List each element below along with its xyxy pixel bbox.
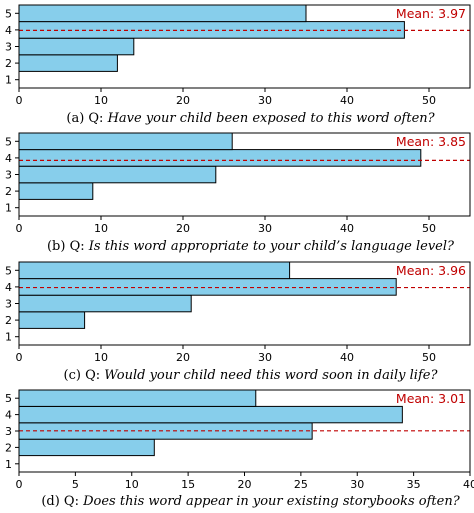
y-tick-label: 4 [5,409,12,422]
x-tick-label: 10 [94,94,108,107]
mean-label: Mean: 3.01 [396,391,466,406]
panel-caption: (c) Q: Would your child need this word s… [64,368,439,383]
caption-question: Is this word appropriate to your child’s… [88,239,455,254]
x-tick-label: 10 [94,351,108,364]
x-tick-label: 5 [72,478,79,491]
x-tick-label: 40 [463,478,474,491]
bar-3 [18,165,217,184]
panel-caption: (b) Q: Is this word appropriate to your … [47,239,455,254]
panel-caption: (a) Q: Have your child been exposed to t… [66,111,435,126]
y-tick-label: 2 [5,185,12,198]
x-tick-label: 20 [238,478,252,491]
x-tick-label: 50 [422,222,436,235]
y-tick-label: 2 [5,441,12,454]
x-tick-label: 20 [176,222,190,235]
x-tick-label: 20 [176,94,190,107]
y-tick-label: 1 [5,331,12,344]
x-tick-label: 0 [16,351,23,364]
bar-2 [18,182,94,200]
y-tick-label: 5 [5,392,12,405]
y-tick-label: 1 [5,202,12,215]
x-tick-label: 10 [94,222,108,235]
y-tick-label: 4 [5,152,12,165]
caption-question: Would your child need this word soon in … [104,368,438,383]
x-tick-label: 35 [407,478,421,491]
bar-4 [18,149,422,167]
x-tick-label: 40 [340,94,354,107]
y-tick-label: 2 [5,314,12,327]
x-tick-label: 0 [16,94,23,107]
y-tick-label: 3 [5,425,12,438]
bar-4 [18,278,397,296]
y-tick-label: 5 [5,7,12,20]
x-tick-label: 30 [258,94,272,107]
x-tick-label: 40 [340,351,354,364]
y-tick-label: 3 [5,169,12,182]
y-tick-label: 5 [5,264,12,277]
mean-label: Mean: 3.97 [396,6,466,21]
bar-5 [18,4,307,23]
bar-4 [18,405,403,424]
x-tick-label: 25 [294,478,308,491]
chart-panel-d: 1 2 3 4 5 0 5 10 15 20 25 30 35 40 Mean: 3.01 (d) Q: Do… [5,389,474,509]
bar-2 [18,54,118,72]
panel-caption: (d) Q: Does this word appear in your exi… [41,494,460,509]
caption-prefix: (d) Q: [41,494,83,509]
caption-question: Have your child been exposed to this wor… [107,111,436,126]
x-tick-label: 30 [258,222,272,235]
y-tick-label: 1 [5,458,12,471]
x-tick-label: 50 [422,94,436,107]
bar-3 [18,37,135,56]
x-tick-label: 10 [125,478,139,491]
bar-2 [18,438,155,457]
bar-5 [18,389,257,407]
bar-3 [18,294,192,313]
x-tick-label: 20 [176,351,190,364]
caption-prefix: (a) Q: [66,111,107,126]
bar-5 [18,132,233,151]
mean-label: Mean: 3.85 [396,134,466,149]
y-tick-label: 2 [5,57,12,70]
x-tick-label: 50 [422,351,436,364]
x-tick-label: 30 [258,351,272,364]
x-tick-label: 15 [181,478,195,491]
caption-question: Does this word appear in your existing s… [82,494,461,509]
x-tick-label: 0 [16,478,23,491]
caption-prefix: (b) Q: [47,239,89,254]
caption-prefix: (c) Q: [64,368,105,383]
bar-2 [18,311,86,329]
x-tick-label: 30 [350,478,364,491]
y-tick-label: 1 [5,74,12,87]
x-tick-label: 40 [340,222,354,235]
y-tick-label: 5 [5,135,12,148]
x-tick-label: 0 [16,222,23,235]
y-tick-label: 4 [5,24,12,37]
y-tick-label: 3 [5,298,12,311]
y-tick-label: 4 [5,281,12,294]
y-tick-label: 3 [5,41,12,54]
bar-5 [18,261,291,280]
mean-label: Mean: 3.96 [396,263,466,278]
